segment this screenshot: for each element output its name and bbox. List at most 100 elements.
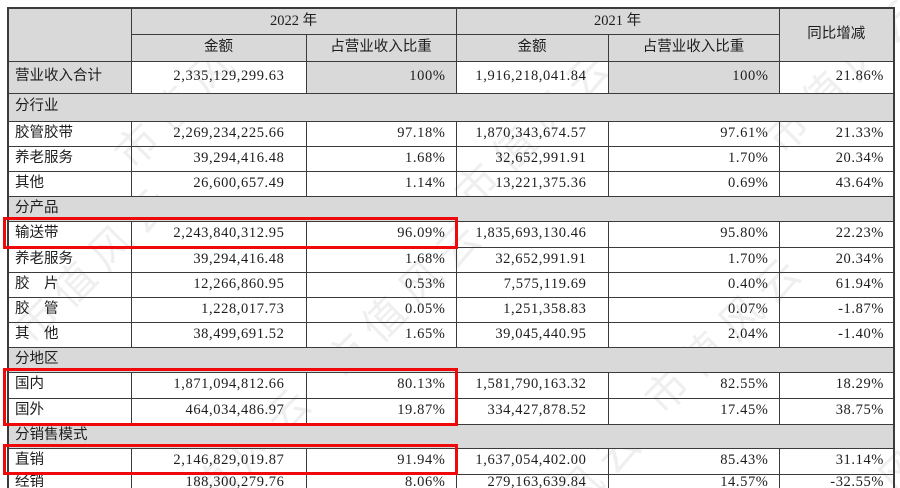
pct-2022-cell: 100% — [305, 60, 457, 94]
yoy-cell: -32.55% — [778, 473, 895, 488]
amount-2021-cell: 13,221,375.36 — [455, 170, 609, 197]
pct-2021-cell: 82.55% — [607, 371, 780, 399]
table-row: 养老服务 39,294,416.48 1.68% 32,652,991.91 1.70%… — [7, 246, 895, 273]
yoy-cell: 31.14% — [778, 447, 895, 475]
table-row: 胶管胶带 2,269,234,225.66 97.18% 1,870,343,674.… — [7, 120, 895, 147]
yoy-cell: -1.40% — [778, 321, 895, 348]
pct-2021-cell: 1.70% — [607, 145, 780, 172]
pct-2022-header: 占营业收入比重 — [305, 33, 457, 62]
section-header-row: 分销售模式 — [7, 423, 895, 449]
pct-2021-cell: 97.61% — [607, 120, 780, 147]
pct-2021-cell: 17.45% — [607, 397, 780, 425]
row-label: 胶 管 — [7, 296, 132, 323]
row-label: 经销 — [7, 473, 132, 488]
table-row: 直销 2,146,829,019.87 91.94% 1,637,054,402.00… — [7, 447, 895, 475]
row-label: 国外 — [7, 397, 132, 425]
total-revenue-row: 营业收入合计 2,335,129,299.63 100% 1,916,218,0… — [7, 60, 895, 94]
amount-2021-cell: 1,916,218,041.84 — [455, 60, 609, 94]
yoy-cell: 21.33% — [778, 120, 895, 147]
amount-2022-cell: 2,243,840,312.95 — [130, 220, 307, 248]
amount-2021-cell: 7,575,119.69 — [455, 271, 609, 298]
row-label: 其 他 — [7, 321, 132, 348]
pct-2021-cell: 2.04% — [607, 321, 780, 348]
amount-2022-cell: 1,871,094,812.66 — [130, 371, 307, 399]
table-row: 其 他 38,499,691.52 1.65% 39,045,440.95 2.04% -… — [7, 321, 895, 348]
row-label: 其他 — [7, 170, 132, 197]
amount-2022-cell: 26,600,657.49 — [130, 170, 307, 197]
revenue-breakdown-table: 2022 年 2021 年 同比增减 金额 占营业收入比重 金额 占营业收入比重… — [7, 7, 895, 488]
amount-2021-cell: 39,045,440.95 — [455, 321, 609, 348]
pct-2022-cell: 1.68% — [305, 246, 457, 273]
table-row: 养老服务 39,294,416.48 1.68% 32,652,991.91 1.70%… — [7, 145, 895, 172]
amount-2021-cell: 1,251,358.83 — [455, 296, 609, 323]
pct-2022-cell: 97.18% — [305, 120, 457, 147]
amount-2022-cell: 464,034,486.97 — [130, 397, 307, 425]
section-header-row: 分地区 — [7, 346, 895, 373]
pct-2021-cell: 85.43% — [607, 447, 780, 475]
pct-2022-cell: 96.09% — [305, 220, 457, 248]
yoy-cell: 61.94% — [778, 271, 895, 298]
amount-2022-cell: 39,294,416.48 — [130, 145, 307, 172]
section-title: 分产品 — [7, 195, 895, 222]
amount-2021-cell: 334,427,878.52 — [455, 397, 609, 425]
amount-2022-cell: 39,294,416.48 — [130, 246, 307, 273]
row-label: 营业收入合计 — [7, 60, 132, 94]
amount-2022-cell: 1,228,017.73 — [130, 296, 307, 323]
section-header-row: 分产品 — [7, 195, 895, 222]
row-label: 胶 片 — [7, 271, 132, 298]
pct-2021-cell: 100% — [607, 60, 780, 94]
row-label: 胶管胶带 — [7, 120, 132, 147]
table-row: 输送带 2,243,840,312.95 96.09% 1,835,693,130.4… — [7, 220, 895, 248]
section-header-row: 分行业 — [7, 92, 895, 122]
pct-2021-cell: 95.80% — [607, 220, 780, 248]
amount-2021-cell: 32,652,991.91 — [455, 145, 609, 172]
row-label: 国内 — [7, 371, 132, 399]
amount-2021-cell: 1,581,790,163.32 — [455, 371, 609, 399]
amount-2022-cell: 38,499,691.52 — [130, 321, 307, 348]
table-row: 胶 片 12,266,860.95 0.53% 7,575,119.69 0.40% 61… — [7, 271, 895, 298]
section-title: 分行业 — [7, 92, 895, 122]
row-label: 养老服务 — [7, 246, 132, 273]
table-row: 国外 464,034,486.97 19.87% 334,427,878.52 17.4… — [7, 397, 895, 425]
yoy-cell: -1.87% — [778, 296, 895, 323]
amount-2021-cell: 279,163,639.84 — [455, 473, 609, 488]
pct-2022-cell: 1.68% — [305, 145, 457, 172]
amount-2021-cell: 1,835,693,130.46 — [455, 220, 609, 248]
pct-2021-cell: 0.40% — [607, 271, 780, 298]
yoy-change-header: 同比增减 — [778, 7, 895, 62]
amount-2021-cell: 32,652,991.91 — [455, 246, 609, 273]
yoy-cell: 20.34% — [778, 246, 895, 273]
pct-2022-cell: 80.13% — [305, 371, 457, 399]
pct-2021-cell: 14.57% — [607, 473, 780, 488]
row-label: 直销 — [7, 447, 132, 475]
pct-2021-header: 占营业收入比重 — [607, 33, 780, 62]
amount-2022-cell: 188,300,279.76 — [130, 473, 307, 488]
amount-2022-cell: 2,146,829,019.87 — [130, 447, 307, 475]
pct-2022-cell: 0.53% — [305, 271, 457, 298]
section-title: 分地区 — [7, 346, 895, 373]
corner-header-cell — [7, 7, 132, 62]
yoy-cell: 38.75% — [778, 397, 895, 425]
pct-2021-cell: 0.69% — [607, 170, 780, 197]
pct-2021-cell: 1.70% — [607, 246, 780, 273]
amount-2021-header: 金额 — [455, 33, 609, 62]
pct-2022-cell: 1.65% — [305, 321, 457, 348]
year-2022-header: 2022 年 — [130, 7, 457, 35]
pct-2022-cell: 1.14% — [305, 170, 457, 197]
yoy-cell: 22.23% — [778, 220, 895, 248]
section-title: 分销售模式 — [7, 423, 895, 449]
amount-2022-cell: 2,269,234,225.66 — [130, 120, 307, 147]
amount-2022-header: 金额 — [130, 33, 307, 62]
table-row: 国内 1,871,094,812.66 80.13% 1,581,790,163.32… — [7, 371, 895, 399]
pct-2022-cell: 8.06% — [305, 473, 457, 488]
pct-2022-cell: 91.94% — [305, 447, 457, 475]
yoy-cell: 21.86% — [778, 60, 895, 94]
yoy-cell: 43.64% — [778, 170, 895, 197]
pct-2022-cell: 0.05% — [305, 296, 457, 323]
yoy-cell: 18.29% — [778, 371, 895, 399]
row-label: 养老服务 — [7, 145, 132, 172]
amount-2021-cell: 1,870,343,674.57 — [455, 120, 609, 147]
table-row: 其他 26,600,657.49 1.14% 13,221,375.36 0.69% 43… — [7, 170, 895, 197]
amount-2022-cell: 12,266,860.95 — [130, 271, 307, 298]
